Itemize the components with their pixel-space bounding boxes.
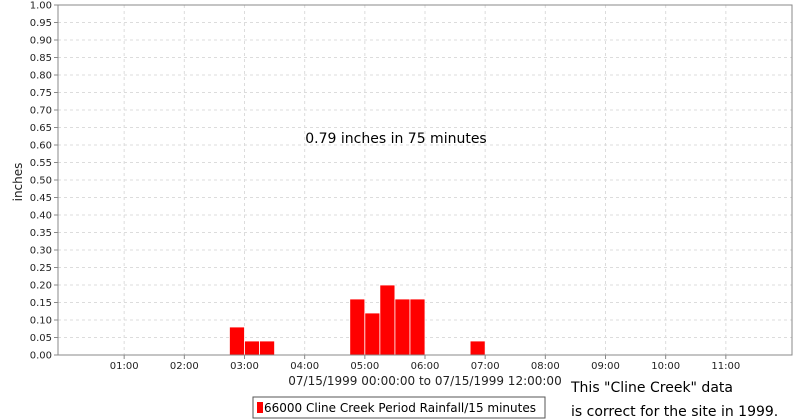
- rainfall-bar: [364, 312, 381, 356]
- x-tick-label: 04:00: [290, 361, 319, 372]
- rainfall-bar: [259, 340, 275, 356]
- y-tick-label: 0.70: [30, 106, 52, 117]
- y-tick-label: 0.80: [30, 71, 52, 82]
- y-tick-label: 0.90: [30, 36, 52, 47]
- x-tick-label: 03:00: [230, 361, 259, 372]
- y-tick-label: 0.15: [30, 298, 52, 309]
- y-tick-label: 0.10: [30, 316, 52, 327]
- x-tick-label: 06:00: [411, 361, 440, 372]
- y-tick-label: 0.85: [30, 53, 52, 64]
- bar-layer: [229, 284, 486, 356]
- rainfall-bar: [349, 298, 366, 356]
- x-tick-label: 10:00: [651, 361, 680, 372]
- x-axis: 01:00 02:00 03:00 04:00 05:00 06:00 07:00 08:00…: [110, 355, 740, 372]
- legend-label: 66000 Cline Creek Period Rainfall/15 min…: [264, 401, 536, 415]
- y-tick-label: 0.95: [30, 18, 52, 29]
- chart-annotation: 0.79 inches in 75 minutes: [305, 131, 486, 147]
- rainfall-bar: [379, 284, 396, 356]
- data-note-line-1: This "Cline Creek" data: [570, 380, 733, 396]
- rainfall-bar: [409, 298, 426, 356]
- data-note-line-2: is correct for the site in 1999.: [571, 404, 778, 420]
- y-tick-label: 0.45: [30, 193, 52, 204]
- x-tick-label: 11:00: [711, 361, 740, 372]
- rainfall-bar: [244, 340, 260, 356]
- y-tick-label: 0.30: [30, 246, 52, 257]
- y-tick-label: 1.00: [30, 1, 52, 12]
- y-tick-label: 0.40: [30, 211, 52, 222]
- legend: 66000 Cline Creek Period Rainfall/15 min…: [252, 396, 546, 419]
- x-tick-label: 01:00: [110, 361, 139, 372]
- y-tick-label: 0.75: [30, 88, 52, 99]
- rainfall-bar: [469, 340, 486, 356]
- rainfall-bar: [394, 298, 411, 356]
- y-tick-label: 0.25: [30, 263, 52, 274]
- x-axis-title: 07/15/1999 00:00:00 to 07/15/1999 12:00:…: [288, 374, 561, 388]
- y-tick-label: 0.60: [30, 141, 52, 152]
- x-tick-label: 07:00: [471, 361, 500, 372]
- y-axis-title: inches: [11, 163, 25, 202]
- y-tick-label: 0.05: [30, 333, 52, 344]
- x-tick-label: 08:00: [531, 361, 560, 372]
- y-tick-label: 0.55: [30, 158, 52, 169]
- y-tick-label: 0.20: [30, 281, 52, 292]
- y-tick-label: 0.35: [30, 228, 52, 239]
- x-tick-label: 02:00: [170, 361, 199, 372]
- y-tick-label: 0.65: [30, 123, 52, 134]
- legend-swatch: [257, 402, 263, 413]
- rainfall-bar: [229, 326, 245, 356]
- y-axis: 0.00 0.05 0.10 0.15 0.20 0.25 0.30 0.35 0.40 0.45…: [30, 1, 58, 362]
- y-tick-label: 0.50: [30, 176, 52, 187]
- y-tick-label: 0.00: [30, 351, 52, 362]
- x-tick-label: 09:00: [591, 361, 620, 372]
- legend-box: [252, 396, 546, 419]
- x-tick-label: 05:00: [350, 361, 379, 372]
